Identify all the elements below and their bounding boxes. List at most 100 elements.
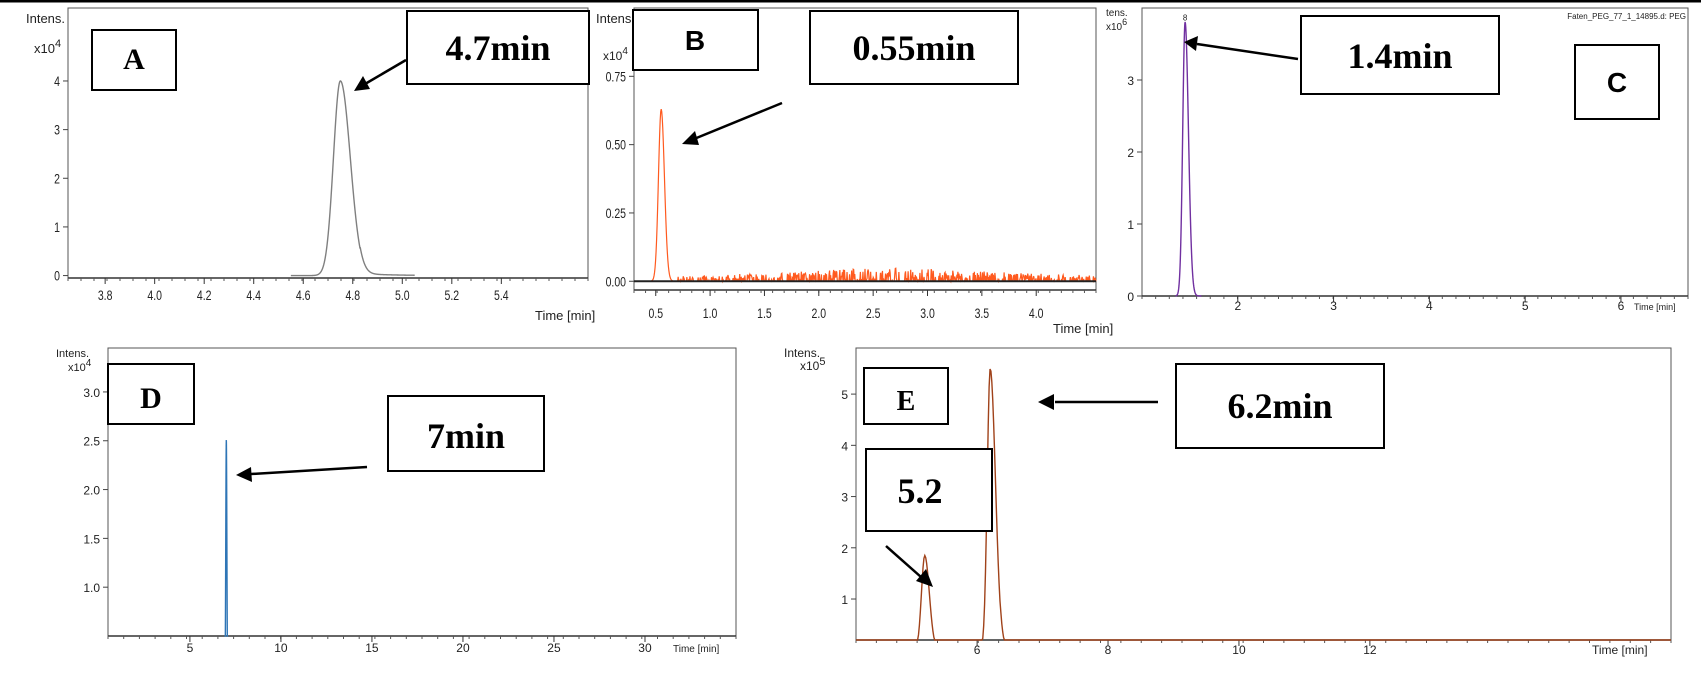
panel-b-arrow [693, 101, 783, 141]
panel-e-xtick-label: 8 [1105, 643, 1112, 657]
panel-d-ytick-label: 3.0 [83, 386, 100, 400]
panel-e-arrowhead2 [916, 569, 933, 587]
panel-e-ytick-label: 5 [841, 388, 848, 402]
panel-d-xtick-label: 25 [547, 641, 561, 655]
panel-c-ytick-label: 3 [1127, 74, 1134, 88]
panel-a-ytick-label: 4 [54, 74, 60, 90]
panel-c-xtick-label: 2 [1234, 299, 1241, 313]
panel-b-annotation-box [809, 10, 1019, 85]
panel-d-arrowhead [236, 467, 252, 482]
panel-c-ytick-label: 1 [1127, 218, 1134, 232]
panel-e-label-box [863, 367, 949, 425]
panel-b-xtick-label: 3.0 [920, 306, 935, 322]
panel-b-label: B [685, 25, 705, 56]
panel-e-annotation-box [1175, 363, 1385, 449]
panel-b-label-box [632, 9, 759, 71]
panel-b-xtick-label: 0.5 [648, 306, 663, 322]
panel-a-plot-area: 0 1 2 3 4 3.8 4.0 4.2 4.4 4.6 4.8 5.0 5.2 5.4 [54, 74, 589, 304]
panel-d-label: D [140, 382, 162, 415]
panel-c-arrow [1196, 42, 1299, 61]
panel-a-ytick-label: 0 [54, 268, 60, 284]
panel-d-y-scale: x104 [68, 358, 92, 374]
panel-d-label-box [107, 363, 195, 425]
panel-c-apex-marker: 8 [1183, 13, 1188, 22]
panel-d-xtick-label: 10 [274, 641, 288, 655]
panel-e-xtick-label: 12 [1363, 643, 1377, 657]
panel-d-y-title: Intens. [56, 348, 89, 360]
panel-a-x-title: Time [min] [535, 308, 595, 323]
panel-a-label: A [123, 43, 145, 76]
panel-d-arrow [250, 465, 368, 476]
panel-e-arrowhead [1038, 394, 1054, 410]
panel-a-xtick-label: 4.6 [296, 288, 311, 304]
panel-a-xtick-label: 5.2 [445, 288, 460, 304]
panel-e-ytick-label: 1 [841, 593, 848, 607]
panel-c: tens. x106 Faten_PEG_77_1_14895.d: PEG 0… [1106, 7, 1689, 313]
panel-a-arrow [364, 58, 407, 86]
panel-e-xtick-label: 6 [974, 643, 981, 657]
panel-c-y-title: tens. [1106, 8, 1128, 19]
panel-c-arrowhead [1184, 36, 1198, 51]
panel-a-ytick-label: 2 [54, 171, 60, 187]
panel-d-ytick-label: 2.0 [83, 484, 100, 498]
panel-d-trace [224, 440, 229, 637]
panel-c-x-title: Time [min] [1634, 302, 1676, 312]
panel-c-trace [1175, 21, 1202, 297]
panel-b-y-title: Intens. [596, 11, 635, 26]
panel-c-y-scale: x106 [1106, 17, 1127, 33]
panel-a-xtick-label: 5.4 [494, 288, 509, 304]
panel-b-y-scale: x104 [603, 46, 628, 63]
panel-a-xtick-label: 5.0 [395, 288, 410, 304]
panel-b-xtick-label: 2.5 [866, 306, 881, 322]
panel-b-annotation: 0.55min [852, 28, 975, 68]
panel-b: Intens. x104 0.00 0.25 0.50 0.75 0.5 1.0 1.5 2.… [596, 7, 1113, 336]
panel-c-xtick-label: 5 [1522, 299, 1529, 313]
panel-a-y-title: Intens. [26, 11, 65, 26]
panel-c-ytick-label: 0 [1127, 290, 1134, 304]
panel-b-ytick-label: 0.25 [606, 206, 627, 222]
panel-a-ytick-label: 3 [54, 122, 60, 138]
panel-e-ytick-label: 3 [841, 491, 848, 505]
panel-e-trace [856, 368, 1671, 641]
panel-e-annotation2-box [865, 448, 993, 532]
panel-d-plot-area: 1.0 1.5 2.0 2.5 3.0 5 10 15 20 25 30 [83, 386, 737, 655]
panel-e-xtick-label: 10 [1232, 643, 1246, 657]
panel-a-xtick-label: 4.0 [147, 288, 162, 304]
panel-e-ytick-label: 2 [841, 542, 848, 556]
panel-e-arrow2 [885, 545, 922, 578]
panel-a-annotation-box [406, 10, 590, 85]
panel-c-xtick-label: 4 [1426, 299, 1433, 313]
panel-a-xtick-label: 4.4 [246, 288, 261, 304]
panel-a: Intens. x104 0 1 2 3 4 3.8 4.0 4.2 4.4 4.6 4.8 5.0 5… [26, 7, 595, 323]
panel-b-xtick-label: 2.0 [812, 306, 827, 322]
panel-a-xtick-label: 4.2 [197, 288, 212, 304]
panel-b-ytick-label: 0.75 [606, 69, 627, 85]
panel-d-xtick-label: 30 [638, 641, 652, 655]
panel-b-xtick-label: 1.0 [703, 306, 718, 322]
panel-c-xtick-label: 3 [1330, 299, 1337, 313]
panel-d-frame [107, 347, 737, 637]
panel-e-x-title: Time [min] [1592, 643, 1648, 657]
panel-a-xtick-label: 3.8 [98, 288, 113, 304]
panel-d-annotation: 7min [427, 416, 505, 456]
panel-d: Intens. x104 1.01.52.02.53.05 10 15 20 25 30 … [56, 347, 737, 655]
panel-d-annotation-box [387, 395, 545, 472]
panel-e-y-scale: x105 [800, 356, 825, 373]
panel-d-ytick-label: 1.5 [83, 532, 100, 546]
panel-a-arrowhead [354, 76, 370, 91]
panel-e-label: E [897, 386, 916, 417]
panel-c-plot-area: 0 1 2 3 2 3 4 5 6 8 [1127, 13, 1689, 313]
panel-d-xtick-label: 5 [187, 641, 194, 655]
panel-c-xtick-label: 6 [1618, 299, 1625, 313]
panel-b-x-title: Time [min] [1053, 321, 1113, 336]
panel-e-y-title: Intens. [784, 346, 820, 360]
panel-d-x-title: Time [min] [673, 644, 720, 655]
panel-c-label-box [1574, 44, 1660, 120]
panel-d-xtick-label: 15 [365, 641, 379, 655]
panel-b-plot-area: 0.00 0.25 0.50 0.75 0.5 1.0 1.5 2.0 2.5 3.0 3.5 4.0 [606, 69, 1097, 322]
panel-b-ytick-label: 0.00 [606, 274, 627, 290]
panel-a-xtick-label: 4.8 [345, 288, 360, 304]
